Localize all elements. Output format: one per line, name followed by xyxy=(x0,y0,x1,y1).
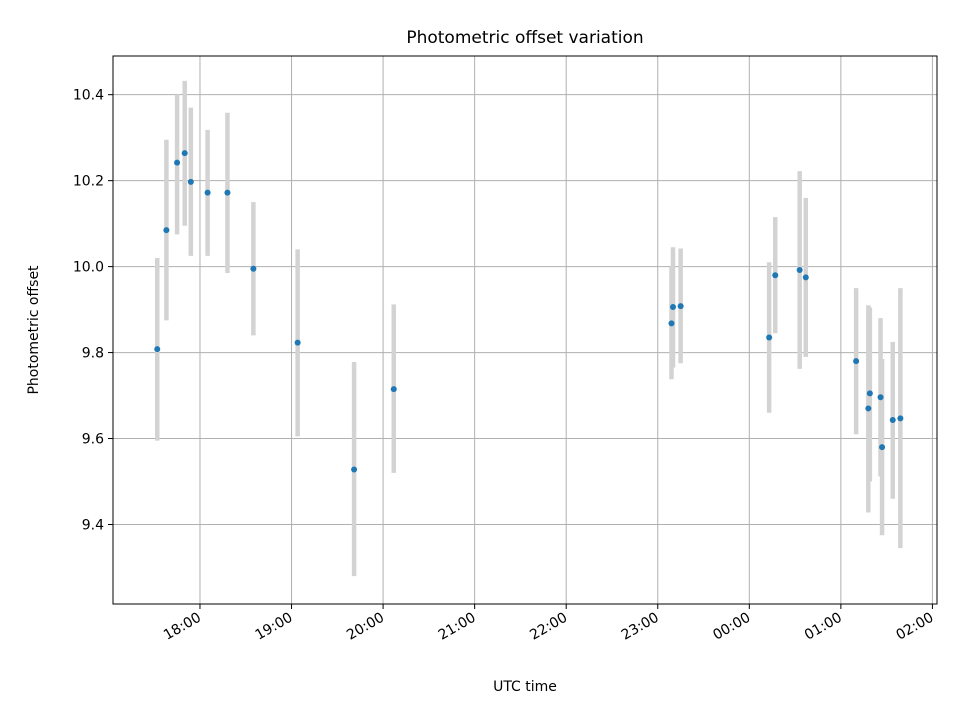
data-point xyxy=(866,390,873,397)
plot-frame xyxy=(112,55,938,605)
y-axis-label: Photometric offset xyxy=(26,265,42,395)
y-tick-label: 9.8 xyxy=(82,346,104,362)
data-point xyxy=(351,466,358,473)
data-point xyxy=(889,417,896,424)
data-point xyxy=(877,394,884,401)
data-point xyxy=(865,405,872,412)
data-point xyxy=(163,227,170,234)
data-point xyxy=(853,358,860,365)
data-point xyxy=(181,150,188,157)
data-point xyxy=(897,415,904,422)
data-point xyxy=(224,189,231,196)
chart-title: Photometric offset variation xyxy=(406,28,643,48)
data-point xyxy=(802,274,809,281)
y-tick-label: 9.4 xyxy=(82,517,104,533)
y-tick-label: 10.4 xyxy=(73,88,104,104)
point-layer xyxy=(154,150,904,473)
data-point xyxy=(668,320,675,327)
data-point xyxy=(677,303,684,310)
y-tick-label: 10.2 xyxy=(73,174,104,190)
data-point xyxy=(174,159,181,166)
data-point xyxy=(204,189,211,196)
data-point xyxy=(250,265,257,272)
data-point xyxy=(766,334,773,341)
y-tick-label: 10.0 xyxy=(73,260,104,276)
data-point xyxy=(390,386,397,393)
data-point xyxy=(772,272,779,279)
data-point xyxy=(796,267,803,274)
data-point xyxy=(154,346,161,353)
y-tick-label: 9.6 xyxy=(82,432,104,448)
data-point xyxy=(187,178,194,185)
data-point xyxy=(670,304,677,311)
data-point xyxy=(879,444,886,451)
data-point xyxy=(294,339,301,346)
x-axis-label: UTC time xyxy=(493,679,557,695)
